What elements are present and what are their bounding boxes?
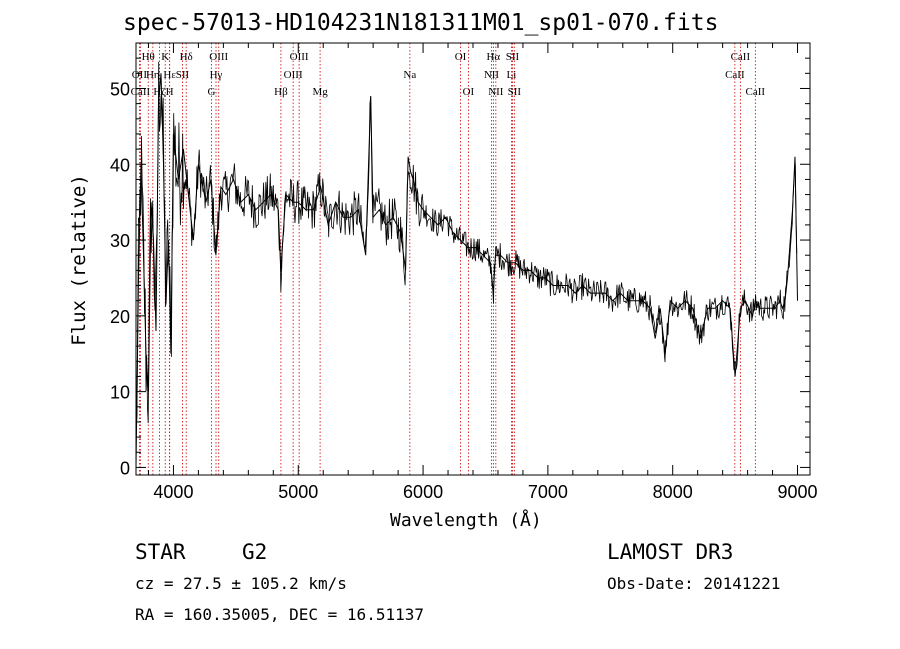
survey-name: LAMOST DR3 <box>607 540 734 564</box>
x-tick-label: 4000 <box>153 482 193 502</box>
line-label: SII <box>176 69 190 81</box>
line-label: Hα <box>486 51 500 63</box>
line-label: Hβ <box>274 86 288 98</box>
spectrum-line <box>135 73 798 468</box>
y-tick-label: 20 <box>110 307 130 327</box>
y-axis-label: Flux (relative) <box>68 174 90 346</box>
axis-ticks <box>136 43 810 475</box>
line-label: Li <box>507 69 517 81</box>
line-label: Hη <box>146 69 160 81</box>
line-label: Mg <box>312 86 328 98</box>
line-label: OIII <box>290 51 309 63</box>
y-tick-label: 0 <box>120 458 130 478</box>
y-tick-label: 50 <box>110 79 130 99</box>
line-label: NII <box>488 86 504 98</box>
line-label: CaII <box>746 86 766 98</box>
spectrum-noise-line <box>135 61 798 430</box>
y-tick-label: 30 <box>110 231 130 251</box>
line-label: CaII <box>131 86 151 98</box>
line-label: OI <box>463 86 475 98</box>
line-label: OII <box>132 69 148 81</box>
x-tick-label: 7000 <box>528 482 568 502</box>
spectral-line-markers <box>138 43 756 475</box>
line-label: Hζ <box>153 86 166 98</box>
observation-date: Obs-Date: 20141221 <box>607 574 781 593</box>
line-label: Na <box>403 69 416 81</box>
y-tick-label: 40 <box>110 155 130 175</box>
line-label: SII <box>508 86 522 98</box>
object-subclass: G2 <box>242 540 268 564</box>
x-tick-label: 6000 <box>403 482 443 502</box>
coordinates: RA = 160.35005, DEC = 16.51137 <box>135 605 424 624</box>
axis-tick-labels: 4000 5000 6000 7000 8000 9000 0 10 20 30 40 50 <box>110 79 818 502</box>
line-label: Hε <box>163 69 176 81</box>
chart-title: spec-57013-HD104231N181311M01_sp01-070.f… <box>123 10 719 36</box>
line-label: K <box>161 51 169 63</box>
x-tick-label: 5000 <box>278 482 318 502</box>
line-label: OIII <box>284 69 303 81</box>
line-label: Hδ <box>180 51 193 63</box>
line-label: CaII <box>731 51 751 63</box>
x-tick-label: 8000 <box>653 482 693 502</box>
y-tick-label: 10 <box>110 383 130 403</box>
object-class: STAR <box>135 540 186 564</box>
line-label: Hγ <box>210 69 223 81</box>
spectrum-detail-noise <box>135 61 798 430</box>
line-label: H <box>166 86 174 98</box>
line-label: OI <box>455 51 467 63</box>
redshift-cz: cz = 27.5 ± 105.2 km/s <box>135 574 347 593</box>
line-label: OIII <box>209 51 228 63</box>
line-label: Hθ <box>142 51 155 63</box>
line-label: G <box>208 86 216 98</box>
line-label: SII <box>506 51 520 63</box>
line-label: NII <box>484 69 500 81</box>
line-label: CaII <box>725 69 745 81</box>
x-axis-label: Wavelength (Å) <box>390 510 542 531</box>
x-tick-label: 9000 <box>777 482 817 502</box>
